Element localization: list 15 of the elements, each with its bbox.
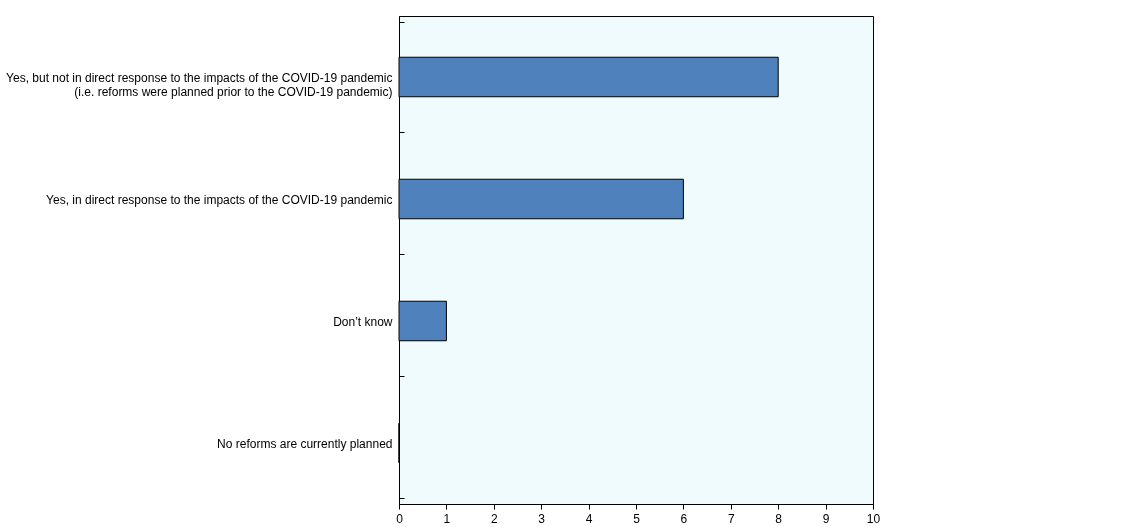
y-tick-label: Yes, in direct response to the impacts of the COVID-19 pandemic: [46, 192, 393, 207]
y-tick-label: Don’t know: [333, 314, 393, 329]
y-tick-label: Yes, but not in direct response to the impacts of the COVID-19 pandemic (i.e. reforms were planned prior to the COVID-19 pandemic): [6, 70, 393, 99]
x-tick-label: 9: [822, 511, 830, 526]
x-tick-label: 7: [727, 511, 735, 526]
x-tick-label: 10: [866, 511, 881, 526]
x-tick-label: 3: [538, 511, 546, 526]
y-tick-label: No reforms are currently planned: [217, 436, 393, 451]
x-tick-label: 5: [633, 511, 641, 526]
x-tick-label: 4: [585, 511, 593, 526]
x-tick-label: 8: [775, 511, 783, 526]
x-tick-label: 2: [490, 511, 498, 526]
x-tick-label: 0: [396, 511, 404, 526]
x-tick-label: 1: [443, 511, 451, 526]
x-tick-label: 6: [680, 511, 688, 526]
